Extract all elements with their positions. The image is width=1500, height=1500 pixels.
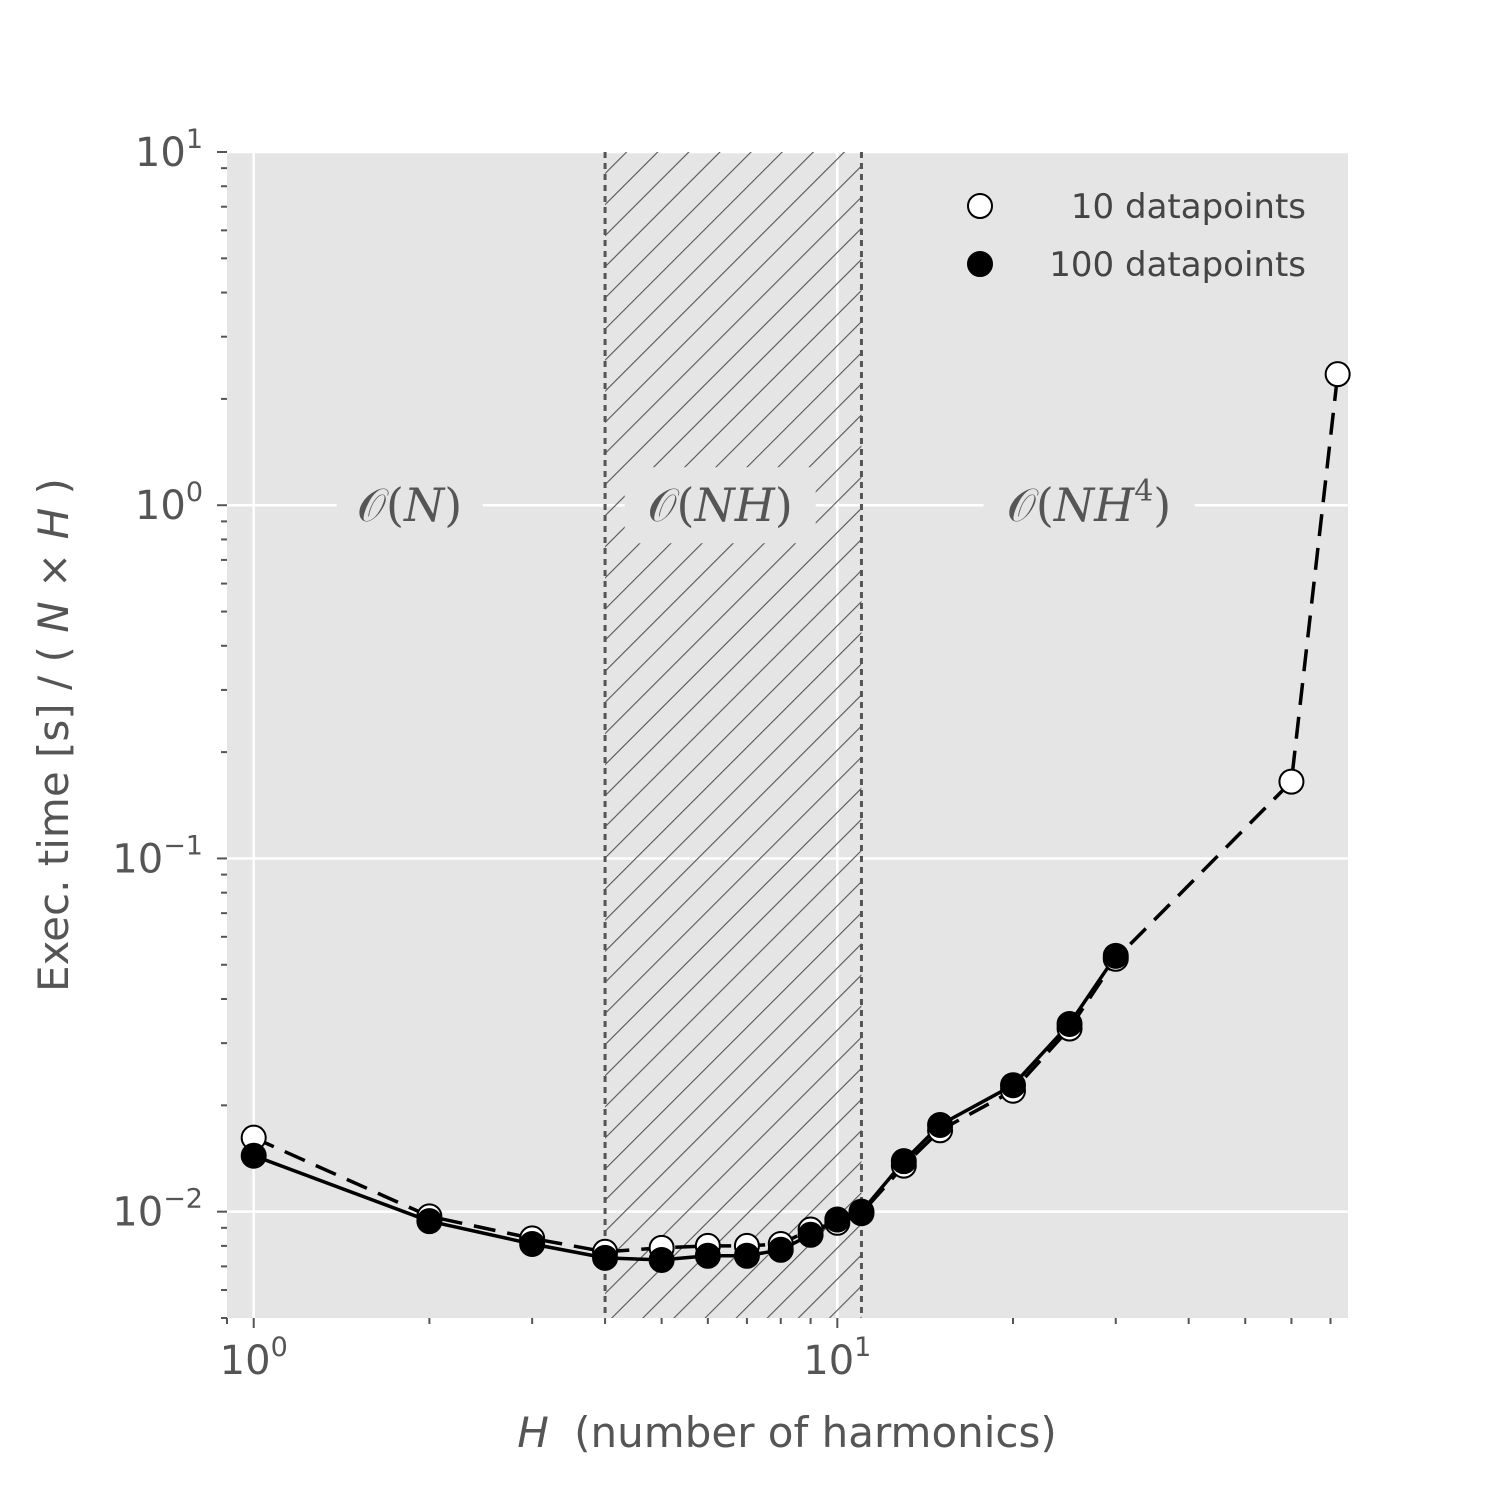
hatch-fill bbox=[605, 152, 862, 1318]
region-label: 𝒪(NH4) bbox=[1007, 474, 1171, 532]
filled-point bbox=[767, 1236, 794, 1263]
y-tick-label: 101 bbox=[135, 124, 203, 176]
x-tick-exponent: 1 bbox=[854, 1332, 871, 1363]
region-label-box bbox=[336, 467, 483, 544]
x-axis-label: H (number of harmonics) bbox=[517, 1408, 1057, 1457]
region-label: 𝒪(N) bbox=[357, 478, 462, 532]
filled-point bbox=[848, 1198, 875, 1225]
region-label-variable: N bbox=[403, 478, 446, 532]
filled-point bbox=[519, 1230, 546, 1257]
x-axis-label-variable: H bbox=[517, 1408, 549, 1457]
region-label-prefix: 𝒪( bbox=[648, 478, 695, 532]
region-label: 𝒪(NH) bbox=[648, 478, 793, 532]
y-tick-label: 100 bbox=[135, 477, 203, 529]
region-label-prefix: 𝒪( bbox=[1007, 478, 1054, 532]
y-axis-label-suffix: ) bbox=[29, 478, 78, 494]
y-tick-base: 10 bbox=[135, 130, 186, 176]
x-tick-exponent: 0 bbox=[271, 1332, 288, 1363]
open-point bbox=[1324, 361, 1351, 388]
y-tick-exponent: −1 bbox=[163, 830, 203, 861]
region-label-variable: NH bbox=[694, 478, 776, 532]
y-axis-label-prefix: Exec. time [s] / ( bbox=[29, 646, 78, 992]
x-axis-label-text: (number of harmonics) bbox=[574, 1408, 1057, 1457]
y-tick-label: 10−2 bbox=[112, 1184, 203, 1236]
filled-point bbox=[592, 1244, 619, 1271]
y-tick-base: 10 bbox=[135, 483, 186, 529]
y-tick-exponent: 0 bbox=[186, 477, 203, 508]
legend-label-0: 10 datapoints bbox=[1071, 187, 1306, 227]
x-tick-base: 10 bbox=[803, 1338, 854, 1384]
region-label-exponent: 4 bbox=[1134, 474, 1153, 509]
x-tick-base: 10 bbox=[220, 1338, 271, 1384]
x-tick-label: 101 bbox=[803, 1332, 871, 1384]
filled-point bbox=[648, 1246, 675, 1273]
open-point bbox=[1278, 768, 1305, 795]
region-label-variable: NH bbox=[1053, 478, 1135, 532]
filled-point bbox=[694, 1242, 721, 1269]
y-tick-label: 10−1 bbox=[112, 830, 203, 882]
region-label-prefix: 𝒪( bbox=[357, 478, 404, 532]
hatched-band bbox=[603, 152, 863, 1318]
legend-label-1: 100 datapoints bbox=[1049, 245, 1306, 285]
region-label-suffix: ) bbox=[444, 478, 462, 532]
filled-point bbox=[999, 1072, 1026, 1099]
filled-point bbox=[240, 1142, 267, 1169]
y-axis-label-h: H bbox=[29, 508, 78, 540]
y-axis-label-n: N bbox=[29, 601, 78, 632]
filled-point bbox=[927, 1111, 954, 1138]
y-tick-base: 10 bbox=[112, 836, 163, 882]
legend: 10 datapoints 100 datapoints bbox=[967, 187, 1306, 285]
legend-marker-0 bbox=[967, 193, 993, 219]
region-labels: 𝒪(N) 𝒪(NH) 𝒪(NH4) bbox=[336, 467, 1195, 544]
y-tick-exponent: −2 bbox=[163, 1184, 203, 1215]
region-label-suffix: ) bbox=[1153, 478, 1171, 532]
y-tick-exponent: 1 bbox=[186, 124, 203, 155]
y-tick-base: 10 bbox=[112, 1190, 163, 1236]
filled-point bbox=[890, 1148, 917, 1175]
filled-point bbox=[797, 1221, 824, 1248]
region-label-box bbox=[624, 467, 816, 544]
x-tick-label: 100 bbox=[220, 1332, 288, 1384]
filled-point bbox=[1102, 942, 1129, 969]
filled-point bbox=[824, 1206, 851, 1233]
filled-point bbox=[1056, 1010, 1083, 1037]
region-label-suffix: ) bbox=[775, 478, 793, 532]
region-label-box bbox=[983, 467, 1195, 544]
legend-marker-1 bbox=[967, 251, 993, 277]
filled-point bbox=[416, 1208, 443, 1235]
series-line-1 bbox=[253, 954, 1118, 1262]
y-axis-label-times: × bbox=[29, 553, 78, 588]
series-points bbox=[240, 361, 1351, 1273]
y-axis-label: Exec. time [s] / ( N × H ) bbox=[29, 478, 78, 992]
filled-point bbox=[733, 1242, 760, 1269]
